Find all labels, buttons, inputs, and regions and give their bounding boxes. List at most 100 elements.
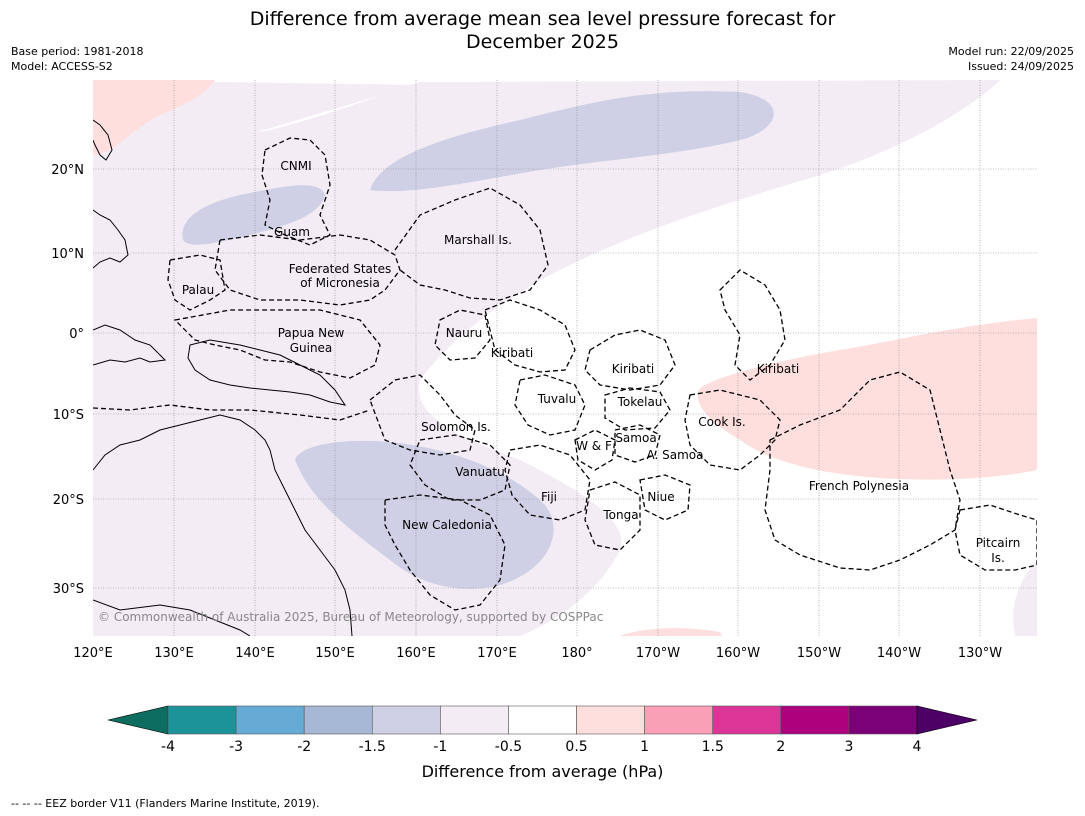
coastline-australia-west: [93, 599, 251, 636]
coastline-borneo-philippines: [93, 209, 129, 269]
longitude-labels: 120°E 130°E 140°E 150°E 160°E 170°E 180° 170°W 1…: [73, 646, 1002, 661]
colorbar-tick: 0.5: [565, 739, 587, 755]
colorbar-swatch: [167, 705, 237, 735]
eez-kiribati-central: [584, 329, 676, 391]
longitude-label: 130°W: [958, 646, 1002, 661]
eez-vanuatu: [409, 434, 511, 501]
region-label: Pitcairn: [976, 536, 1021, 550]
eez-fsm: [214, 234, 401, 306]
colorbar-under-arrow: [107, 705, 169, 735]
colorbar-tick: 2: [776, 739, 785, 755]
longitude-label: 120°E: [73, 646, 113, 661]
colorbar-swatch: [371, 705, 441, 735]
coastline-new-guinea: [187, 339, 347, 406]
colorbar-swatch: [712, 705, 782, 735]
region-label: Kiribati: [491, 346, 533, 360]
region-label: Nauru: [446, 326, 482, 340]
eez-samoa: [614, 424, 661, 463]
eez-australia: [93, 404, 371, 421]
colorbar-swatch: [848, 705, 918, 735]
colorbar-swatch: [508, 705, 577, 735]
eez-borders: [93, 137, 1037, 611]
region-label: Solomon Is.: [421, 420, 491, 434]
eez-solomon: [369, 374, 476, 456]
region-label: Palau: [182, 283, 214, 297]
colorbar-tick: -2: [297, 739, 311, 755]
colorbar-tick: -0.5: [495, 739, 522, 755]
colorbar-tick: -1: [433, 739, 447, 755]
longitude-label: 150°W: [797, 646, 841, 661]
region-label: Is.: [991, 551, 1005, 565]
base-model-info: Base period: 1981-2018 Model: ACCESS-S2: [11, 44, 143, 74]
eez-png: [173, 309, 381, 379]
latitude-labels: 20°N 10°N 0° 10°S 20°S 30°S: [51, 163, 84, 597]
title-line-2: December 2025: [466, 31, 619, 53]
region-label: Tuvalu: [537, 392, 577, 406]
title-line-1: Difference from average mean sea level p…: [249, 8, 836, 30]
region-label: Niue: [647, 490, 674, 504]
colorbar-tick: 4: [913, 739, 922, 755]
colorbar-swatch: [576, 705, 645, 735]
eez-cnmi: [261, 137, 331, 246]
colorbar-tick: 3: [844, 739, 853, 755]
region-label: Cook Is.: [698, 415, 745, 429]
model-run: Model run: 22/09/2025: [948, 45, 1074, 58]
eez-new-caledonia: [384, 494, 506, 611]
region-label: A. Samoa: [647, 448, 704, 462]
anomaly-band-pink-east: [697, 318, 1037, 480]
anomaly-band-pink-nw: [93, 80, 215, 155]
coastline-australia-north: [93, 414, 353, 636]
eez-cook-islands: [684, 389, 781, 471]
longitude-label: 160°W: [716, 646, 760, 661]
run-issue-info: Model run: 22/09/2025 Issued: 24/09/2025: [948, 44, 1074, 74]
colorbar-swatch: [235, 705, 305, 735]
region-label: Kiribati: [612, 362, 654, 376]
longitude-label: 160°E: [396, 646, 436, 661]
longitude-label: 170°E: [477, 646, 517, 661]
eez-kiribati-west: [484, 299, 576, 373]
map-title: Difference from average mean sea level p…: [0, 8, 1085, 54]
colorbar-tick: 1.5: [702, 739, 724, 755]
anomaly-band-lavender-guam: [182, 185, 325, 245]
coastline-philippines: [93, 119, 113, 161]
base-period: Base period: 1981-2018: [11, 45, 144, 58]
eez-kiribati-east: [719, 269, 786, 381]
eez-fiji: [504, 444, 591, 521]
longitude-label: 150°E: [315, 646, 355, 661]
region-label: Fiji: [541, 490, 557, 504]
colorbar-tick: -3: [229, 739, 243, 755]
copyright-notice: © Commonwealth of Australia 2025, Bureau…: [98, 610, 603, 624]
latitude-label: 30°S: [53, 582, 84, 597]
issued-date: Issued: 24/09/2025: [967, 60, 1074, 73]
region-label: Samoa: [615, 431, 656, 445]
anomaly-band-light-purple-se: [1013, 560, 1037, 636]
colorbar-tick: -1.5: [359, 739, 386, 755]
region-label: Marshall Is.: [444, 233, 512, 247]
anomaly-band-lavender-south: [295, 440, 554, 589]
coastline-indonesia: [93, 324, 167, 366]
colorbar-swatch: [303, 705, 373, 735]
eez-marshall: [394, 187, 549, 301]
eez-tuvalu: [514, 374, 586, 436]
region-label: CNMI: [280, 159, 311, 173]
longitude-label: 140°E: [235, 646, 275, 661]
eez-french-polynesia: [764, 371, 961, 571]
anomaly-band-lavender-north: [370, 91, 774, 192]
graticule: [93, 80, 1037, 636]
longitude-label: 130°E: [154, 646, 194, 661]
eez-pitcairn: [954, 504, 1037, 571]
anomaly-band-pink-south: [620, 628, 722, 636]
eez-footnote: -- -- -- EEZ border V11 (Flanders Marine…: [11, 797, 320, 810]
eez-tokelau: [604, 387, 671, 431]
region-label: Papua New: [278, 326, 345, 340]
region-label: W & F: [576, 439, 612, 453]
latitude-label: 20°N: [51, 163, 84, 178]
latitude-label: 10°S: [53, 408, 84, 423]
colorbar-swatch: [440, 705, 509, 735]
latitude-label: 20°S: [53, 493, 84, 508]
region-label: Guam: [274, 225, 310, 239]
latitude-label: 0°: [69, 327, 84, 342]
